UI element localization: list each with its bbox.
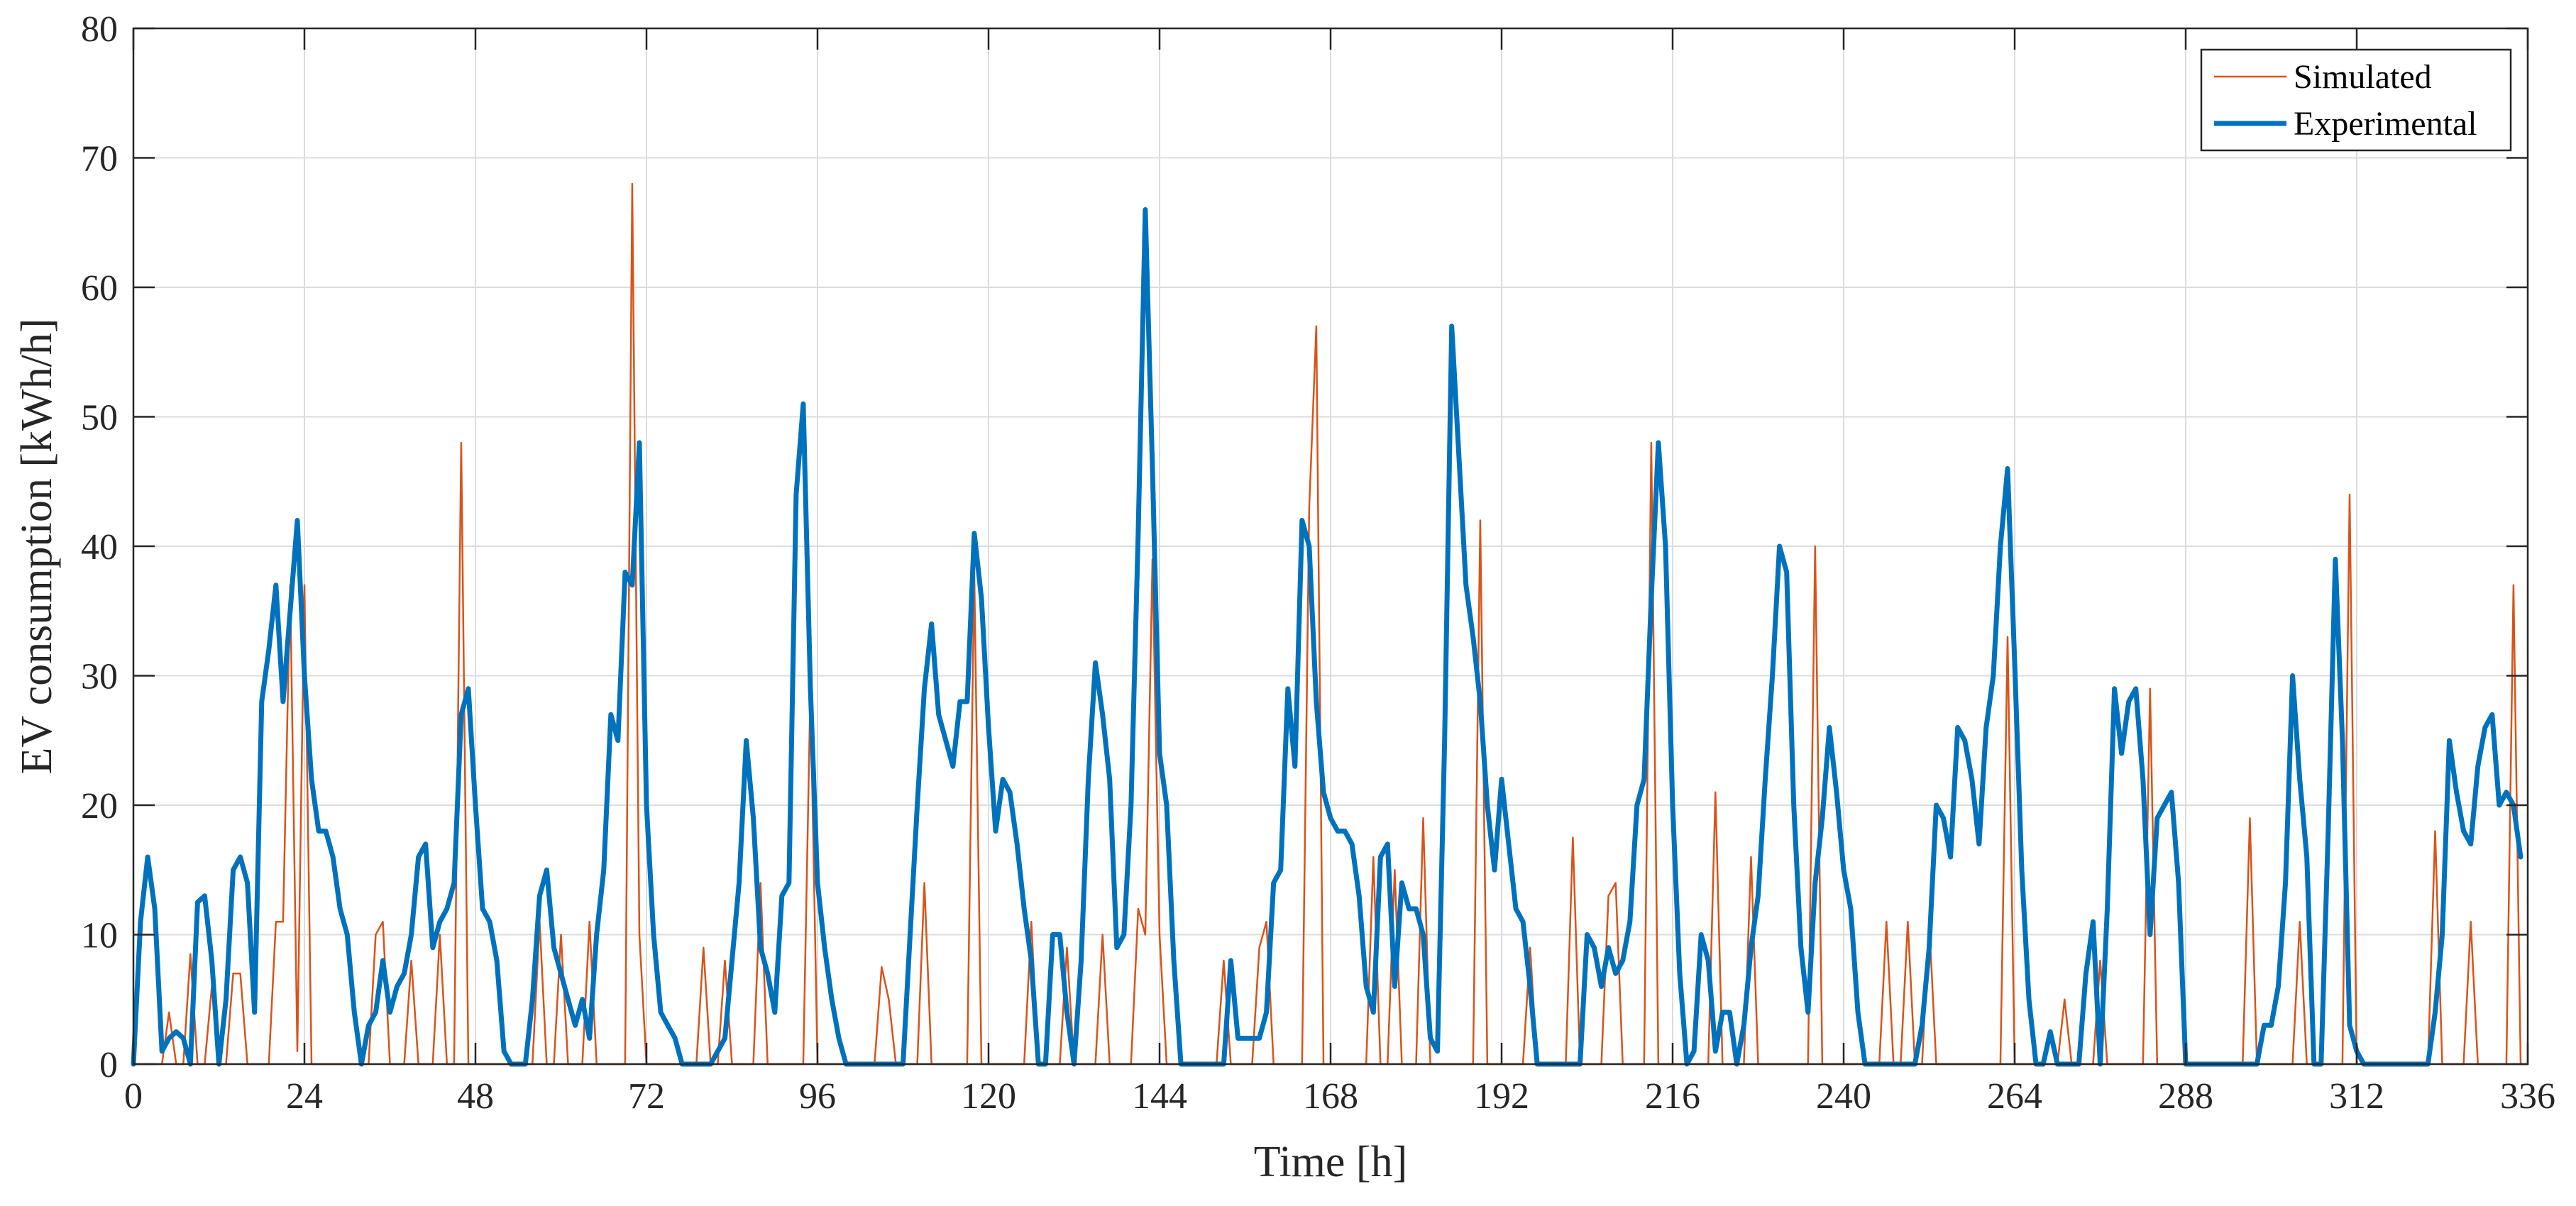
x-tick-label: 216 bbox=[1645, 1076, 1700, 1117]
y-tick-label: 80 bbox=[81, 9, 118, 50]
legend-label-simulated: Simulated bbox=[2294, 58, 2432, 96]
x-tick-label: 168 bbox=[1303, 1076, 1358, 1117]
x-tick-label: 48 bbox=[457, 1076, 494, 1117]
x-tick-label: 336 bbox=[2500, 1076, 2555, 1117]
x-tick-label: 264 bbox=[1987, 1076, 2042, 1117]
x-tick-label: 144 bbox=[1132, 1076, 1187, 1117]
x-tick-label: 192 bbox=[1474, 1076, 1529, 1117]
x-axis-label: Time [h] bbox=[1254, 1138, 1407, 1186]
y-tick-label: 60 bbox=[81, 268, 118, 309]
axis-ticks bbox=[132, 27, 2529, 1066]
x-tick-label: 120 bbox=[961, 1076, 1016, 1117]
tick-labels: 0 24 48 72 96 120 144 168 192 216 240 264 288 312 336 0… bbox=[81, 9, 2555, 1117]
y-axis-label: EV consumption [kWh/h] bbox=[13, 319, 61, 775]
y-tick-label: 70 bbox=[81, 139, 118, 179]
legend-label-experimental: Experimental bbox=[2294, 105, 2477, 143]
x-tick-label: 312 bbox=[2329, 1076, 2384, 1117]
x-tick-label: 96 bbox=[799, 1076, 836, 1117]
x-tick-label: 240 bbox=[1816, 1076, 1871, 1117]
y-tick-label: 0 bbox=[99, 1045, 118, 1085]
y-tick-label: 30 bbox=[81, 657, 118, 697]
y-tick-label: 10 bbox=[81, 916, 118, 956]
legend-box bbox=[2200, 48, 2512, 152]
y-tick-label: 50 bbox=[81, 398, 118, 438]
x-tick-label: 72 bbox=[628, 1076, 665, 1117]
x-tick-label: 288 bbox=[2158, 1076, 2213, 1117]
x-tick-label: 24 bbox=[286, 1076, 323, 1117]
y-tick-label: 20 bbox=[81, 786, 118, 826]
legend: Simulated Experimental bbox=[2200, 48, 2512, 152]
x-tick-label: 0 bbox=[124, 1076, 143, 1117]
y-tick-label: 40 bbox=[81, 527, 118, 568]
